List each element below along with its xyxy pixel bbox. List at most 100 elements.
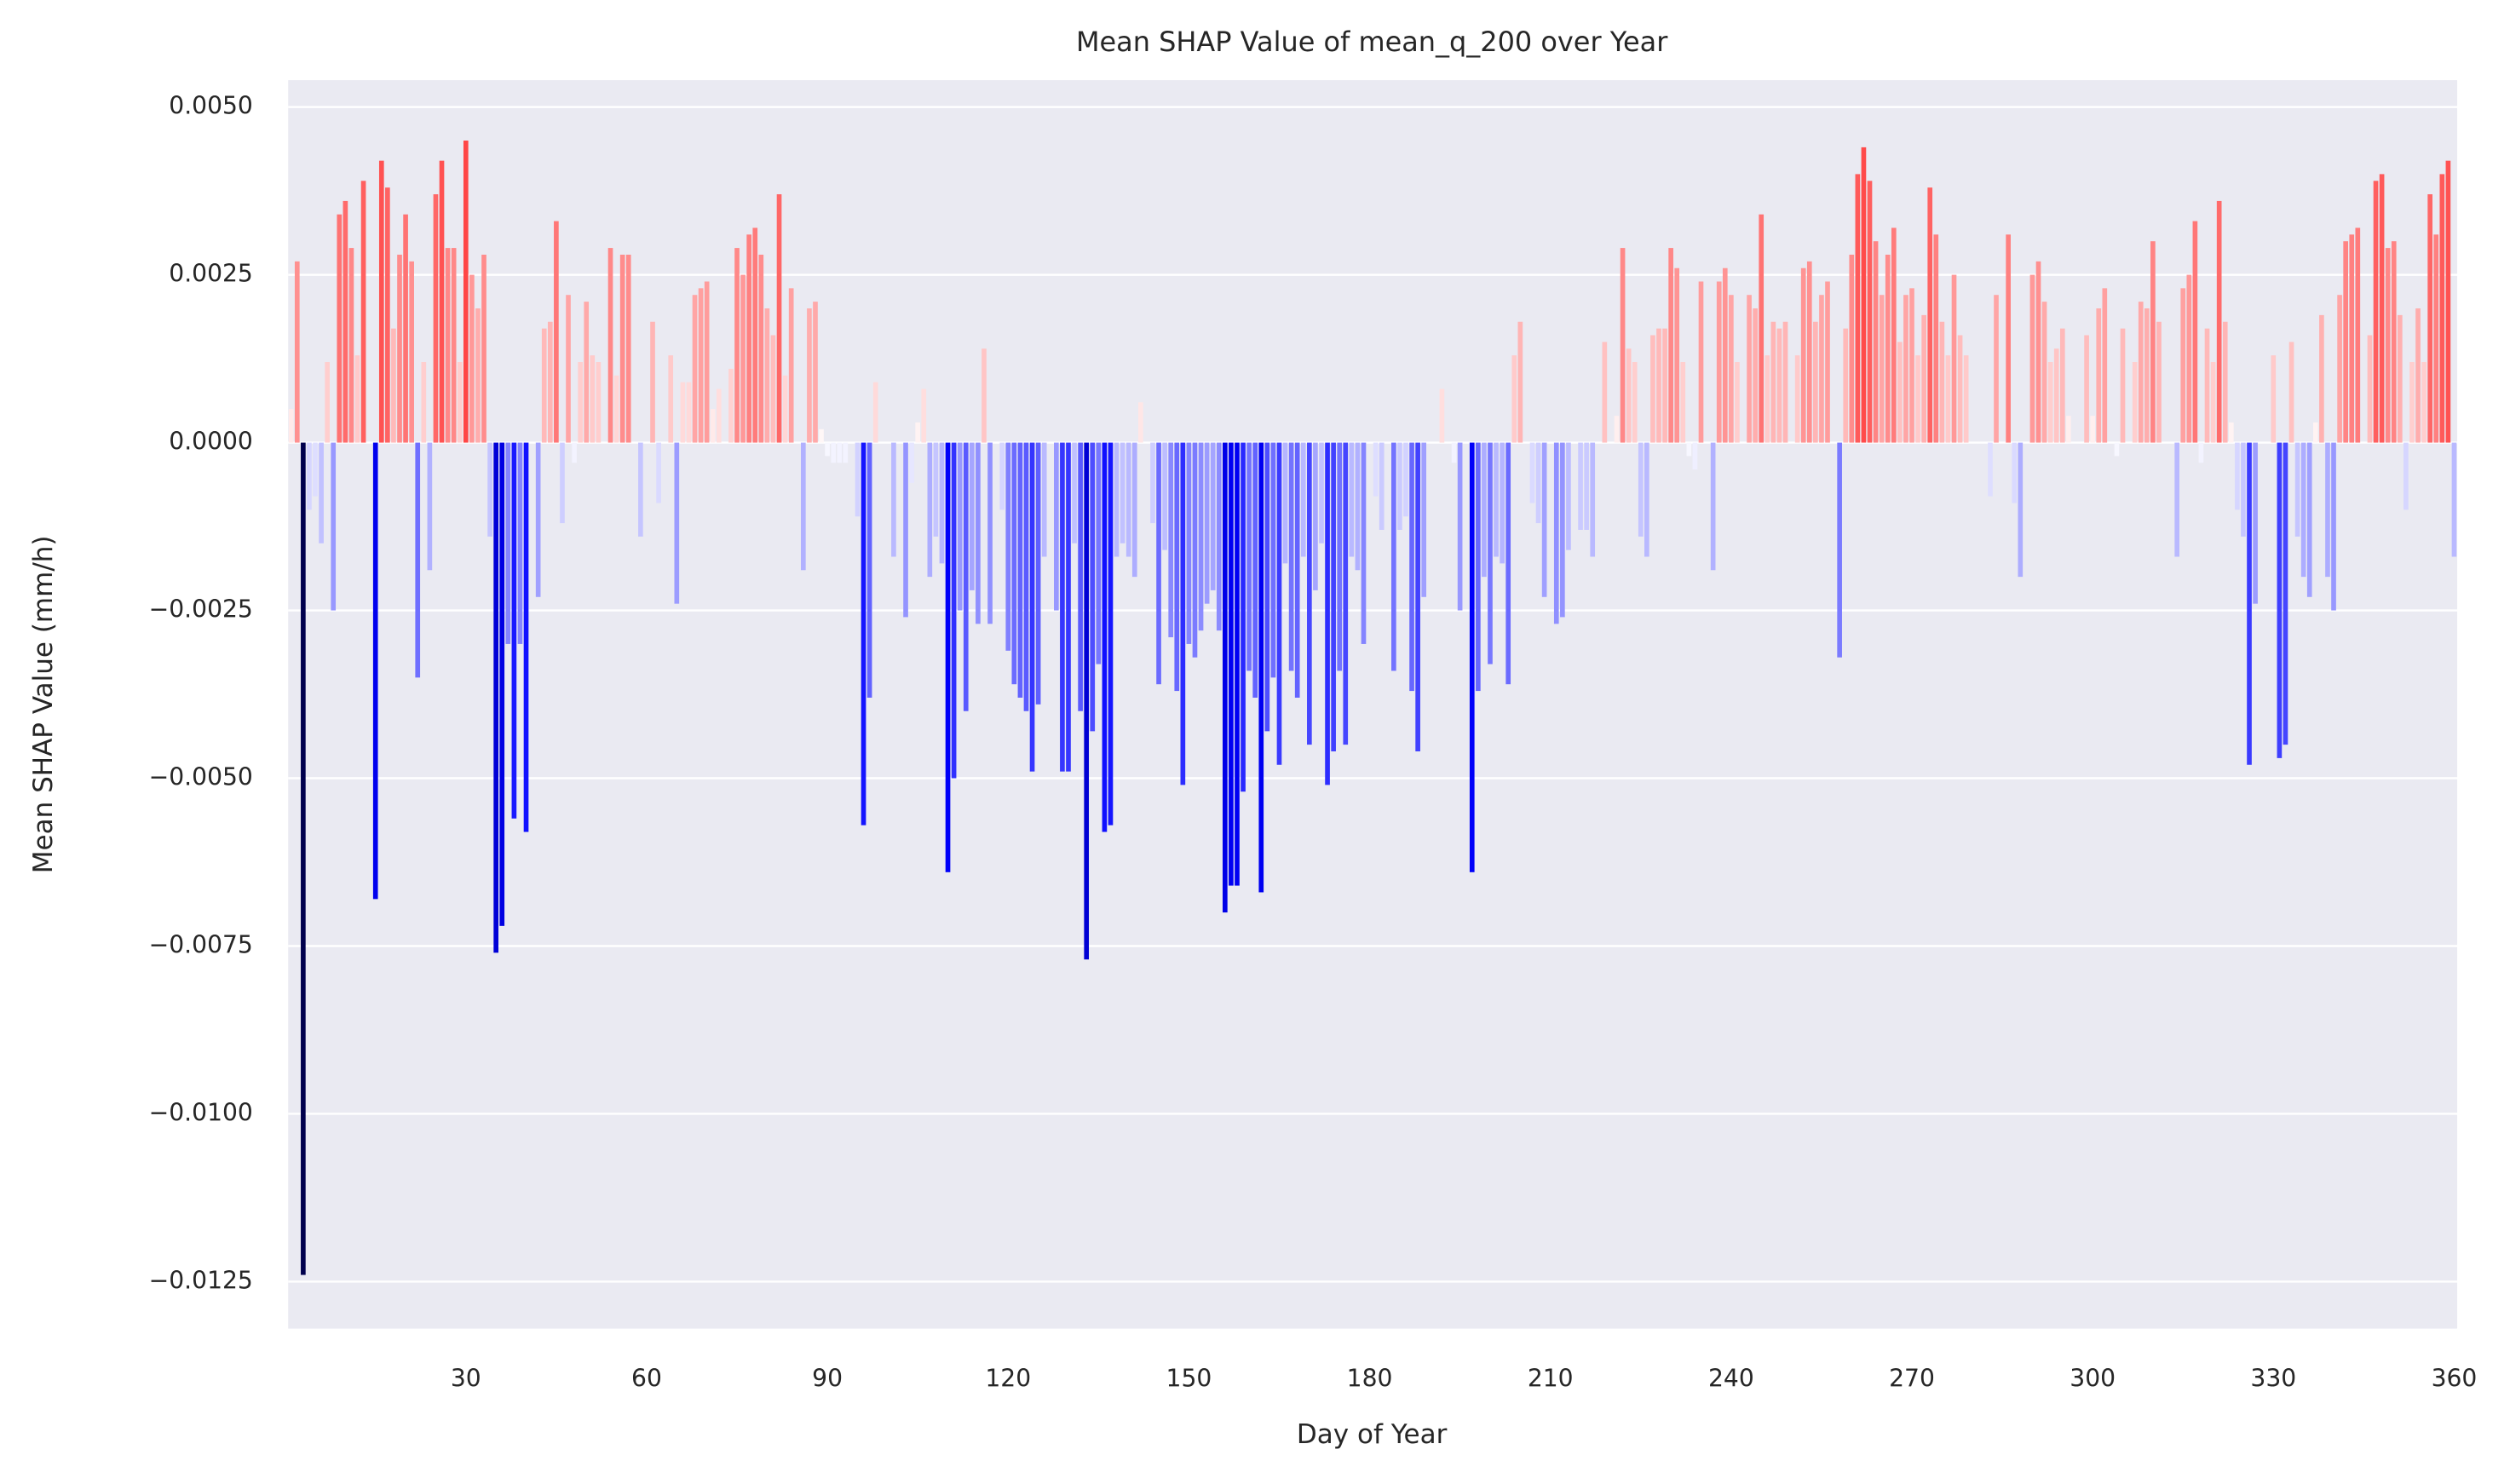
bar — [1494, 442, 1499, 557]
bar — [360, 181, 366, 443]
bar — [1825, 281, 1830, 443]
bar — [1114, 442, 1120, 557]
bar — [1373, 442, 1379, 497]
bar — [1988, 442, 1993, 497]
bar — [421, 362, 427, 443]
bar — [872, 382, 878, 443]
bar — [1355, 442, 1361, 571]
bar — [1909, 288, 1914, 443]
bar — [427, 442, 433, 571]
bar — [2409, 362, 2415, 443]
bar — [1270, 442, 1276, 678]
bar — [1553, 442, 1559, 624]
bar — [674, 442, 680, 604]
bar — [2241, 442, 2246, 537]
bar — [752, 227, 758, 443]
bar — [2029, 274, 2035, 443]
bar — [1264, 442, 1270, 732]
bar — [939, 442, 945, 564]
bar — [2156, 321, 2162, 443]
y-tick-label: 0.0050 — [169, 92, 253, 120]
bar — [2204, 328, 2210, 443]
bar — [1951, 274, 1957, 443]
bar — [1060, 442, 1065, 772]
bar — [2367, 335, 2373, 443]
bar — [1223, 442, 1228, 913]
bar — [372, 442, 378, 900]
bar — [1379, 442, 1385, 530]
bar — [566, 295, 571, 443]
bar — [1035, 442, 1041, 705]
bar — [1849, 254, 1855, 443]
bar — [927, 442, 933, 578]
bar — [451, 248, 457, 443]
bar — [1288, 442, 1294, 671]
bar — [945, 442, 951, 872]
bar — [1753, 308, 1758, 443]
bar — [1120, 442, 1125, 544]
bar — [710, 409, 716, 443]
bar — [1541, 442, 1547, 597]
bar — [2319, 314, 2324, 443]
bar — [1204, 442, 1210, 604]
bar — [1879, 295, 1885, 443]
bar — [2349, 234, 2355, 443]
bar — [963, 442, 969, 711]
bar — [1005, 442, 1011, 651]
bar — [1409, 442, 1414, 692]
bar — [1566, 442, 1571, 550]
bar — [2216, 200, 2222, 443]
bar — [2427, 194, 2433, 443]
bar — [325, 362, 330, 443]
bar — [1927, 187, 1933, 443]
bar — [1337, 442, 1343, 671]
bar — [728, 368, 734, 443]
bar — [2222, 321, 2228, 443]
bar — [378, 160, 384, 443]
bar — [1282, 442, 1288, 564]
bar — [463, 141, 469, 443]
bar — [2144, 308, 2150, 443]
chart-title: Mean SHAP Value of mean_q_200 over Year — [1076, 26, 1668, 58]
bar — [1915, 355, 1920, 443]
bar — [1029, 442, 1035, 772]
bar — [1241, 442, 1246, 792]
bar — [668, 355, 674, 443]
bar — [734, 248, 740, 443]
bar — [2114, 442, 2120, 457]
bar — [487, 442, 492, 537]
bar — [2373, 181, 2379, 443]
bar — [2253, 442, 2258, 604]
bar — [1614, 416, 1620, 443]
bar — [776, 194, 782, 443]
bar — [523, 442, 529, 832]
bar — [1307, 442, 1312, 745]
y-tick-label: −0.0025 — [149, 595, 253, 624]
bar — [1078, 442, 1083, 711]
bar — [638, 442, 643, 537]
bar — [343, 200, 348, 443]
bar — [1800, 267, 1806, 443]
bar — [1710, 442, 1716, 571]
bar — [680, 382, 686, 443]
bar — [987, 442, 993, 624]
bar — [861, 442, 866, 825]
plot-area — [288, 80, 2457, 1329]
bar — [2096, 308, 2102, 443]
bar — [1529, 442, 1535, 503]
bar — [439, 160, 445, 443]
bar — [2059, 328, 2065, 443]
bar — [584, 302, 590, 443]
bar — [1090, 442, 1096, 732]
bar — [1451, 442, 1457, 463]
bar — [2331, 442, 2336, 611]
bar — [1011, 442, 1017, 685]
bar — [2421, 362, 2427, 443]
bar — [1680, 362, 1686, 443]
bar — [457, 362, 463, 443]
bar — [1325, 442, 1330, 785]
bar — [1186, 442, 1192, 644]
x-tick-label: 300 — [2070, 1365, 2116, 1393]
bar — [1535, 442, 1541, 524]
